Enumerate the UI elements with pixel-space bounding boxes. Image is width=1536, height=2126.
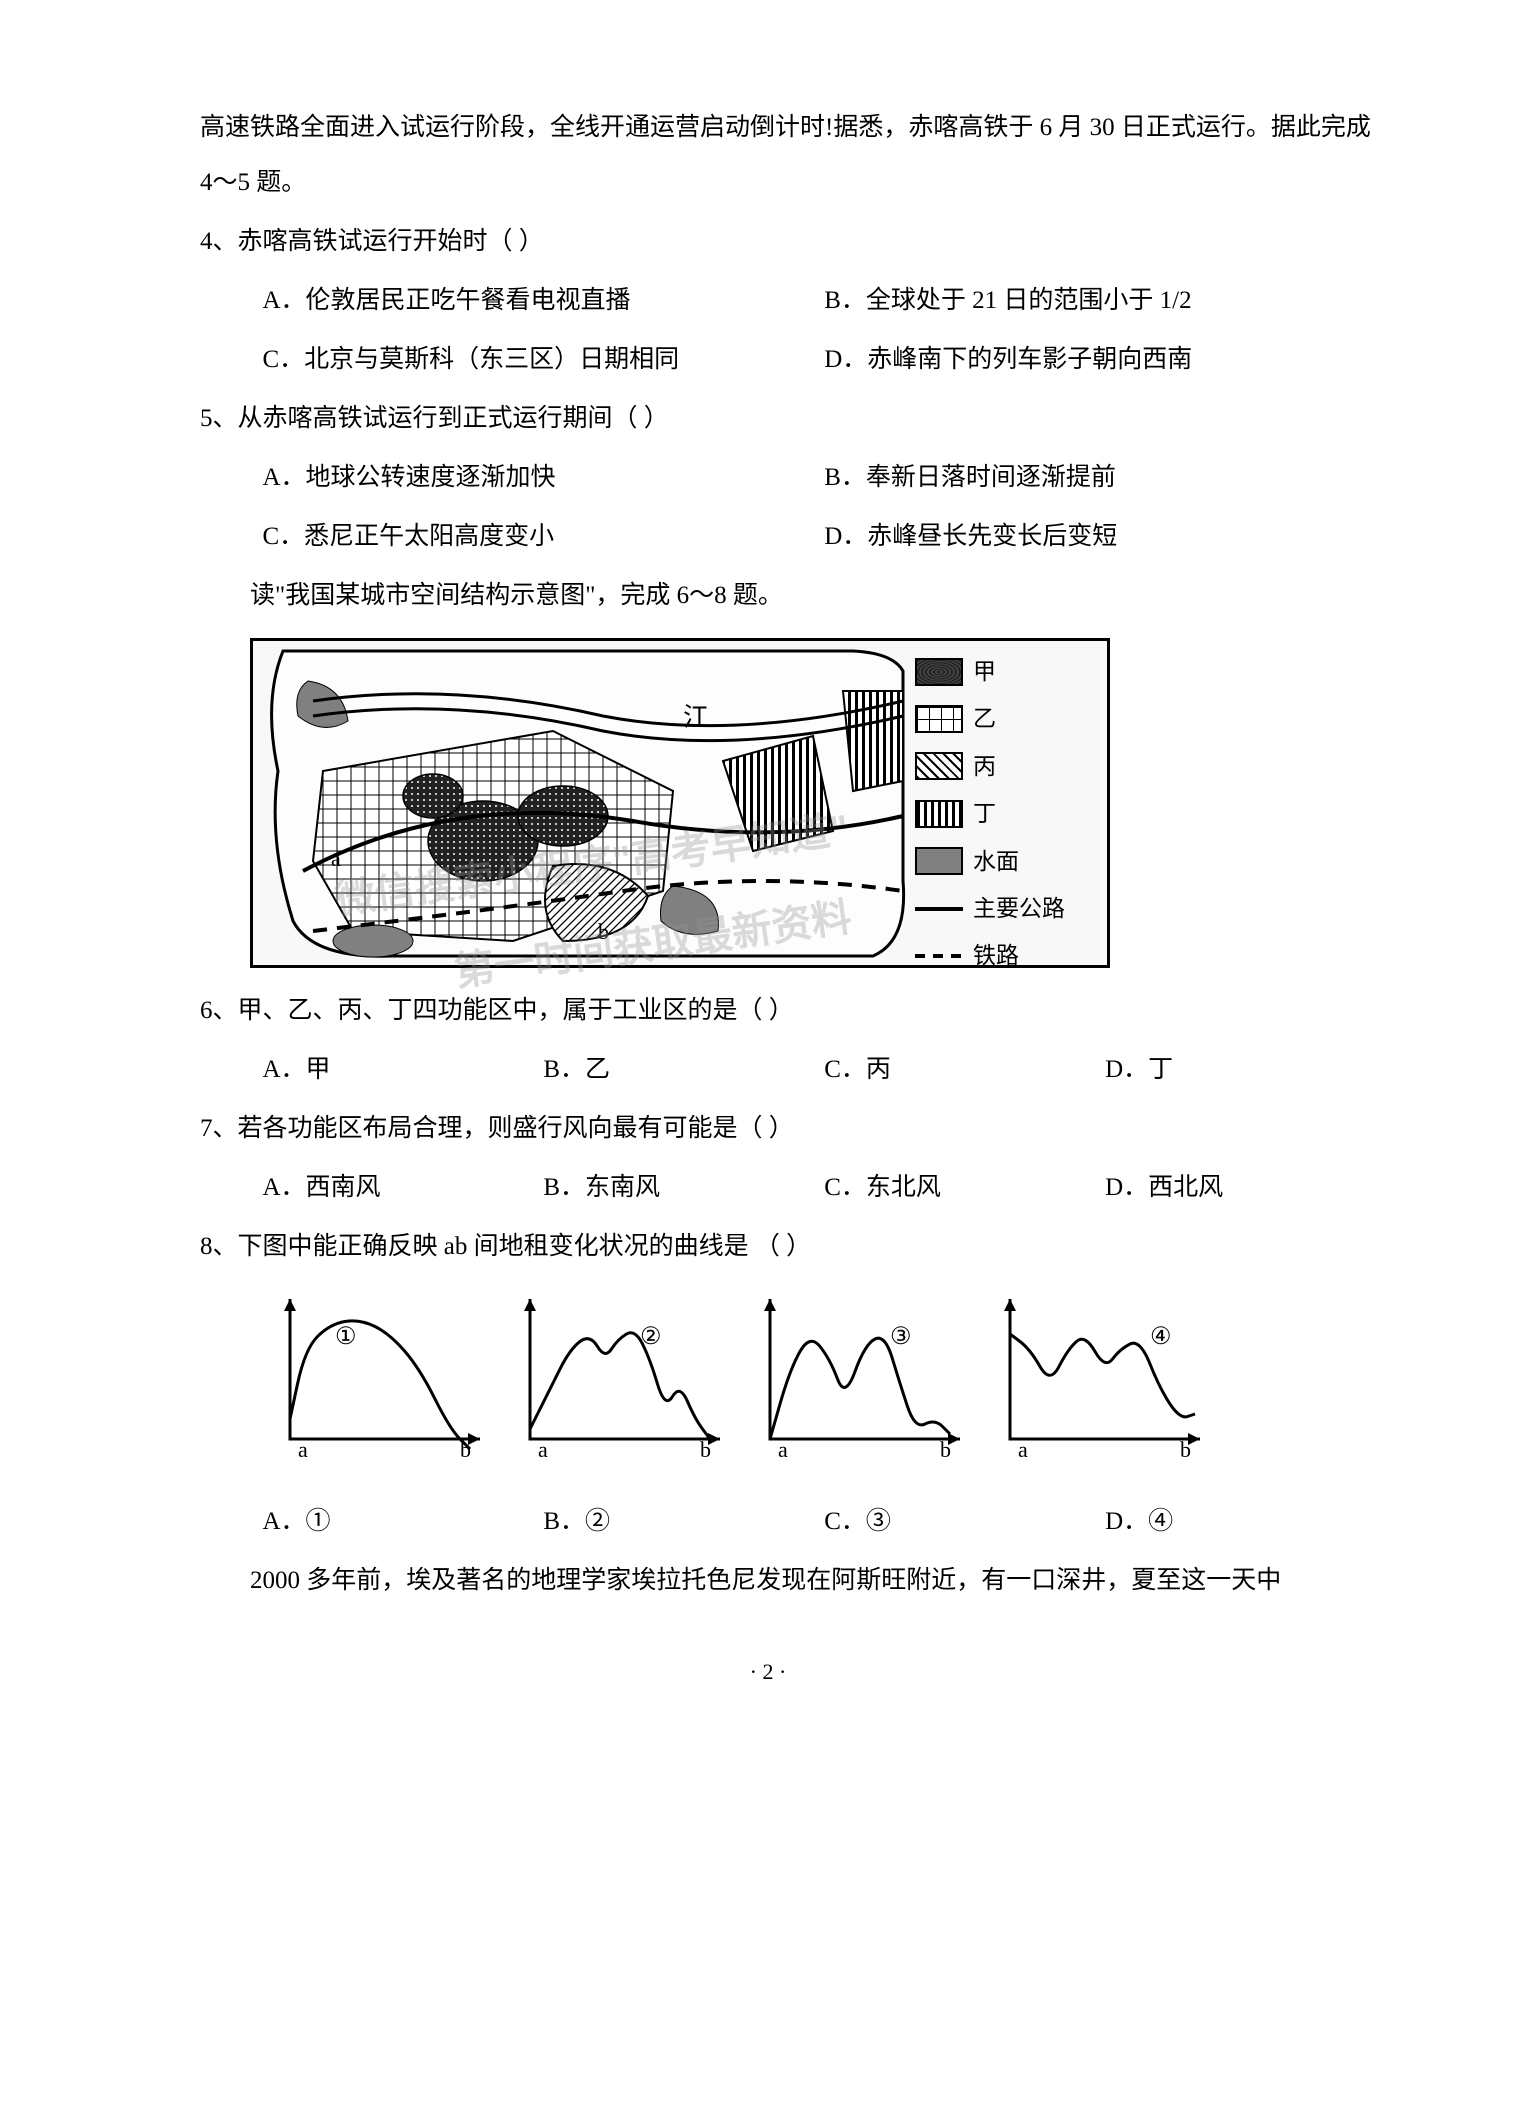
map-intro: 读"我国某城市空间结构示意图"，完成 6～8 题。	[150, 568, 1386, 623]
svg-text:a: a	[778, 1437, 788, 1459]
legend-jia: 甲	[973, 651, 996, 692]
q7-option-a: A．西南风	[263, 1160, 544, 1215]
q6-option-a: A．甲	[263, 1042, 544, 1097]
legend-yi: 乙	[973, 698, 996, 739]
q4-option-a: A．伦敦居民正吃午餐看电视直播	[263, 273, 825, 328]
svg-text:b: b	[1180, 1437, 1191, 1459]
svg-text:b: b	[598, 919, 609, 944]
q7-stem: 7、若各功能区布局合理，则盛行风向最有可能是（ ）	[150, 1101, 1386, 1156]
q7-option-b: B．东南风	[543, 1160, 824, 1215]
q5-stem: 5、从赤喀高铁试运行到正式运行期间（ ）	[150, 391, 1386, 446]
q8-option-c: C．③	[824, 1494, 1105, 1549]
q8-option-b: B．②	[543, 1494, 824, 1549]
q7-options: A．西南风 B．东南风 C．东北风 D．西北风	[150, 1160, 1386, 1215]
q5-options-row2: C．悉尼正午太阳高度变小 D．赤峰昼长先变长后变短	[150, 509, 1386, 564]
q8-options: A．① B．② C．③ D．④	[150, 1494, 1386, 1549]
q4-options-row1: A．伦敦居民正吃午餐看电视直播 B．全球处于 21 日的范围小于 1/2	[150, 273, 1386, 328]
q6-stem: 6、甲、乙、丙、丁四功能区中，属于工业区的是（ ）	[150, 983, 1386, 1038]
q8-stem: 8、下图中能正确反映 ab 间地租变化状况的曲线是 （ ）	[150, 1219, 1386, 1274]
city-map-figure: 江 a b 甲 乙 丙 丁 水面 主要公路 铁路 微信搜索小程序"高考早知道" …	[250, 638, 1386, 968]
chart-1: a b ①	[270, 1289, 490, 1479]
q6-options: A．甲 B．乙 C．丙 D．丁	[150, 1042, 1386, 1097]
legend-rail: 铁路	[973, 935, 1019, 976]
chart-2: a b ②	[510, 1289, 730, 1479]
q5-option-d: D．赤峰昼长先变长后变短	[824, 509, 1386, 564]
svg-text:b: b	[460, 1437, 471, 1459]
intro-paragraph: 高速铁路全面进入试运行阶段，全线开通运营启动倒计时!据悉，赤喀高铁于 6 月 3…	[150, 100, 1386, 210]
q6-option-b: B．乙	[543, 1042, 824, 1097]
q8-option-a: A．①	[263, 1494, 544, 1549]
chart-3: a b ③	[750, 1289, 970, 1479]
q5-option-b: B．奉新日落时间逐渐提前	[824, 450, 1386, 505]
legend-ding: 丁	[973, 793, 996, 834]
svg-text:②: ②	[640, 1324, 662, 1350]
q4-stem: 4、赤喀高铁试运行开始时（ ）	[150, 214, 1386, 269]
svg-text:b: b	[700, 1437, 711, 1459]
page-number: · 2 ·	[150, 1648, 1386, 1696]
svg-text:③: ③	[890, 1324, 912, 1350]
rent-curve-charts: a b ① a b ② a b ③ a b ④	[270, 1289, 1386, 1479]
q4-option-b: B．全球处于 21 日的范围小于 1/2	[824, 273, 1386, 328]
svg-text:a: a	[1018, 1437, 1028, 1459]
svg-text:a: a	[298, 1437, 308, 1459]
q5-options-row1: A．地球公转速度逐渐加快 B．奉新日落时间逐渐提前	[150, 450, 1386, 505]
legend-water: 水面	[973, 841, 1019, 882]
q4-option-c: C．北京与莫斯科（东三区）日期相同	[263, 332, 825, 387]
chart-4: a b ④	[990, 1289, 1210, 1479]
svg-text:a: a	[331, 846, 341, 871]
map-legend: 甲 乙 丙 丁 水面 主要公路 铁路	[907, 641, 1107, 965]
q6-option-d: D．丁	[1105, 1042, 1386, 1097]
svg-text:b: b	[940, 1437, 951, 1459]
city-map-svg: 江 a b	[253, 641, 907, 965]
q5-option-c: C．悉尼正午太阳高度变小	[263, 509, 825, 564]
svg-text:a: a	[538, 1437, 548, 1459]
legend-bing: 丙	[973, 746, 996, 787]
svg-text:④: ④	[1150, 1324, 1172, 1350]
q4-option-d: D．赤峰南下的列车影子朝向西南	[824, 332, 1386, 387]
q5-option-a: A．地球公转速度逐渐加快	[263, 450, 825, 505]
q7-option-c: C．东北风	[824, 1160, 1105, 1215]
legend-road: 主要公路	[973, 888, 1065, 929]
river-label: 江	[683, 703, 709, 732]
q6-option-c: C．丙	[824, 1042, 1105, 1097]
svg-text:①: ①	[335, 1324, 357, 1350]
closing-paragraph: 2000 多年前，埃及著名的地理学家埃拉托色尼发现在阿斯旺附近，有一口深井，夏至…	[150, 1553, 1386, 1608]
q8-option-d: D．④	[1105, 1494, 1386, 1549]
q4-options-row2: C．北京与莫斯科（东三区）日期相同 D．赤峰南下的列车影子朝向西南	[150, 332, 1386, 387]
q7-option-d: D．西北风	[1105, 1160, 1386, 1215]
